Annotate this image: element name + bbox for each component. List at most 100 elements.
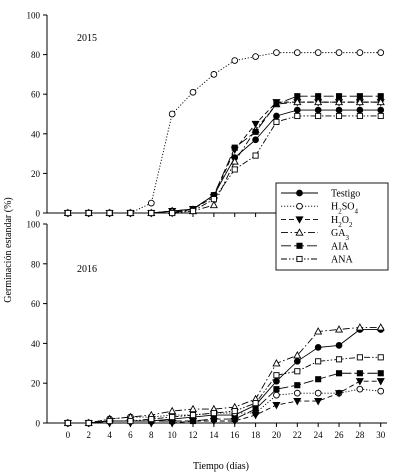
legend-item-ana: ANA	[281, 255, 353, 266]
data-point	[294, 368, 301, 375]
data-point	[314, 344, 322, 351]
data-point	[127, 417, 134, 425]
data-point	[377, 112, 384, 120]
y-tick-label: 60	[31, 90, 41, 100]
data-point	[334, 325, 344, 333]
y-tick-label: 20	[31, 379, 41, 389]
data-point	[377, 49, 385, 56]
legend-item-aia: AIA	[281, 241, 350, 252]
data-point	[356, 93, 363, 100]
data-point	[355, 378, 364, 386]
legend-item-h2so4: H2SO4	[281, 202, 359, 216]
data-point	[273, 377, 280, 385]
x-tick-label: 6	[128, 430, 133, 440]
data-point	[251, 411, 260, 420]
data-point	[189, 417, 197, 425]
data-point	[335, 93, 343, 100]
x-tick-label: 2	[86, 430, 91, 440]
data-point	[377, 354, 384, 361]
data-point	[315, 358, 322, 365]
legend-label: H2SO4	[331, 202, 359, 216]
x-tick-label: 24	[314, 430, 324, 440]
data-point	[231, 415, 238, 423]
data-point	[106, 209, 113, 217]
data-point	[293, 351, 302, 359]
data-point	[356, 106, 364, 114]
data-point	[356, 385, 364, 393]
data-point	[293, 389, 301, 397]
y-tick-label: 80	[31, 50, 41, 60]
data-point	[315, 112, 322, 120]
series-ana	[64, 354, 384, 427]
legend-label: ANA	[331, 255, 353, 266]
data-point	[273, 49, 280, 56]
data-point	[64, 209, 71, 217]
series-line-testigo	[67, 329, 381, 424]
series-aia	[64, 370, 384, 427]
y-tick-label: 40	[31, 339, 41, 349]
series-line-h2so4	[67, 388, 381, 424]
y-tick-label: 0	[36, 209, 41, 219]
y-tick-label: 80	[31, 259, 41, 269]
data-point	[314, 49, 322, 56]
data-point	[294, 93, 301, 100]
x-tick-label: 4	[107, 430, 112, 440]
data-point	[356, 354, 363, 361]
data-point	[355, 323, 364, 331]
data-point	[335, 49, 343, 56]
data-point	[252, 152, 259, 159]
data-point	[314, 398, 323, 406]
x-tick-label: 20	[272, 430, 282, 440]
data-point	[377, 93, 384, 100]
series-testigo	[64, 326, 385, 427]
legend-label: H2O2	[331, 215, 353, 229]
data-point	[377, 370, 384, 377]
series-ana	[64, 112, 384, 217]
data-point	[231, 166, 238, 173]
data-point	[231, 144, 238, 151]
data-point	[168, 406, 177, 415]
y-tick-label: 100	[27, 220, 41, 230]
data-point	[148, 415, 155, 423]
legend-marker	[296, 255, 303, 263]
data-point	[210, 71, 218, 78]
data-point	[210, 415, 217, 423]
legend-marker	[295, 216, 304, 224]
data-point	[189, 411, 197, 419]
data-point	[272, 402, 281, 410]
legend-marker	[295, 228, 304, 236]
data-point	[252, 53, 259, 60]
y-axis-label: Germinación estandar (%)	[3, 197, 14, 303]
x-tick-label: 28	[355, 430, 365, 440]
y-tick-label: 60	[31, 299, 41, 309]
data-point	[251, 120, 260, 129]
data-point	[377, 387, 385, 395]
data-point	[148, 209, 155, 217]
x-tick-label: 8	[149, 430, 154, 440]
data-point	[314, 389, 322, 397]
x-tick-label: 26	[335, 430, 345, 440]
data-point	[252, 400, 259, 407]
data-point	[273, 386, 280, 393]
data-point	[231, 57, 239, 64]
data-point	[252, 136, 259, 144]
legend-marker	[296, 189, 303, 197]
legend-label: Testigo	[331, 189, 360, 200]
data-point	[189, 88, 197, 96]
data-point	[315, 376, 322, 383]
data-point	[314, 106, 322, 114]
data-point	[231, 408, 238, 415]
data-point	[356, 112, 363, 120]
data-point	[188, 404, 198, 413]
y-tick-label: 20	[31, 169, 41, 179]
data-point	[168, 110, 176, 118]
data-point	[64, 419, 71, 427]
series-line-ga3	[67, 327, 381, 424]
data-point	[273, 112, 280, 120]
legend-item-testigo: Testigo	[281, 189, 360, 200]
data-point	[293, 49, 301, 56]
data-point	[376, 97, 385, 106]
